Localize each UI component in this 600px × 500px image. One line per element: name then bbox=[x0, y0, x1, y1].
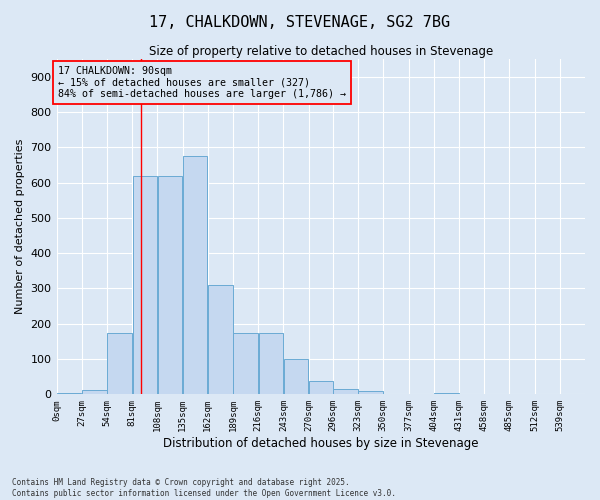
Title: Size of property relative to detached houses in Stevenage: Size of property relative to detached ho… bbox=[149, 45, 493, 58]
X-axis label: Distribution of detached houses by size in Stevenage: Distribution of detached houses by size … bbox=[163, 437, 479, 450]
Bar bbox=[133, 176, 157, 394]
Bar bbox=[434, 392, 458, 394]
Y-axis label: Number of detached properties: Number of detached properties bbox=[15, 139, 25, 314]
Bar bbox=[158, 176, 182, 394]
Bar bbox=[82, 390, 107, 394]
Bar bbox=[284, 359, 308, 394]
Bar bbox=[183, 156, 208, 394]
Bar bbox=[107, 332, 132, 394]
Bar bbox=[309, 381, 334, 394]
Text: Contains HM Land Registry data © Crown copyright and database right 2025.
Contai: Contains HM Land Registry data © Crown c… bbox=[12, 478, 396, 498]
Bar bbox=[259, 332, 283, 394]
Bar bbox=[208, 285, 233, 395]
Text: 17 CHALKDOWN: 90sqm
← 15% of detached houses are smaller (327)
84% of semi-detac: 17 CHALKDOWN: 90sqm ← 15% of detached ho… bbox=[58, 66, 346, 100]
Bar bbox=[358, 391, 383, 394]
Bar bbox=[233, 332, 258, 394]
Bar bbox=[333, 389, 358, 394]
Text: 17, CHALKDOWN, STEVENAGE, SG2 7BG: 17, CHALKDOWN, STEVENAGE, SG2 7BG bbox=[149, 15, 451, 30]
Bar bbox=[57, 392, 82, 394]
